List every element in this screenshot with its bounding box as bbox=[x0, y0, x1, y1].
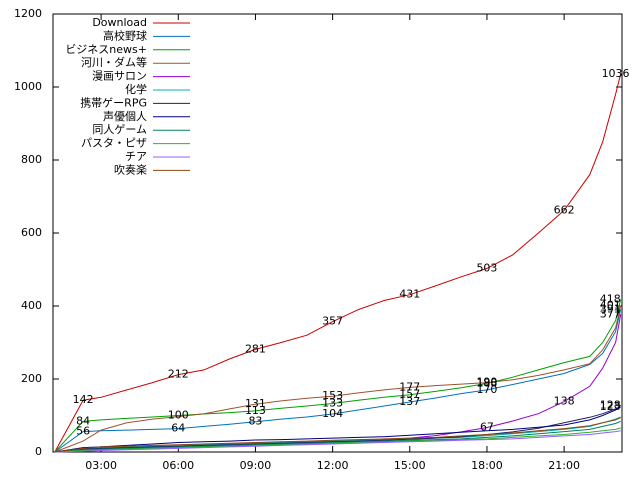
legend-label: Download bbox=[92, 16, 147, 29]
legend-label: 携帯ゲーRPG bbox=[80, 95, 147, 109]
series-line bbox=[54, 404, 622, 453]
series-line bbox=[54, 305, 622, 453]
series-line bbox=[54, 417, 621, 453]
series-line bbox=[54, 73, 622, 453]
annotation: 113 bbox=[245, 404, 266, 417]
annotation: 104 bbox=[322, 407, 343, 420]
legend-label: 声優個人 bbox=[103, 109, 147, 123]
series-line bbox=[54, 420, 621, 453]
series-line bbox=[54, 427, 621, 453]
annotation: 662 bbox=[554, 203, 575, 216]
annotation: 170 bbox=[476, 383, 497, 396]
legend-label: 河川・ダム等 bbox=[81, 55, 147, 69]
annotation: 83 bbox=[248, 415, 262, 428]
series-line bbox=[54, 299, 622, 453]
x-tick-label: 18:00 bbox=[471, 459, 503, 472]
annotation: 503 bbox=[476, 261, 497, 274]
annotation: 67 bbox=[480, 421, 494, 434]
annotation: 56 bbox=[76, 425, 90, 438]
series-line bbox=[54, 430, 621, 453]
annotation: 131 bbox=[245, 397, 266, 410]
x-tick-label: 03:00 bbox=[85, 459, 117, 472]
annotation: 64 bbox=[171, 422, 185, 435]
y-tick-label: 400 bbox=[21, 299, 42, 312]
x-tick-label: 15:00 bbox=[394, 459, 426, 472]
series-line bbox=[54, 309, 622, 453]
annotation: 212 bbox=[168, 368, 189, 381]
annotation: 142 bbox=[73, 393, 94, 406]
legend-label: 吹奏楽 bbox=[114, 163, 147, 176]
annotation: 1036 bbox=[602, 67, 630, 80]
legend-label: 漫画サロン bbox=[92, 69, 147, 83]
y-tick-label: 1200 bbox=[14, 7, 42, 20]
annotation: 377 bbox=[600, 307, 621, 320]
annotation: 418 bbox=[600, 292, 621, 305]
annotation: 123 bbox=[600, 400, 621, 413]
y-tick-label: 800 bbox=[21, 153, 42, 166]
annotation: 133 bbox=[322, 396, 343, 409]
annotation: 137 bbox=[399, 395, 420, 408]
annotation: 357 bbox=[322, 315, 343, 328]
annotation: 281 bbox=[245, 342, 266, 355]
legend-label: チア bbox=[125, 150, 147, 163]
annotation: 177 bbox=[399, 380, 420, 393]
x-tick-label: 12:00 bbox=[317, 459, 349, 472]
legend-label: 化学 bbox=[125, 82, 147, 96]
x-tick-label: 21:00 bbox=[548, 459, 580, 472]
y-tick-label: 600 bbox=[21, 226, 42, 239]
series-line bbox=[54, 416, 621, 453]
legend-label: ビジネスnews+ bbox=[65, 43, 147, 56]
annotation: 100 bbox=[168, 409, 189, 422]
annotation: 431 bbox=[399, 288, 420, 301]
annotation: 157 bbox=[399, 388, 420, 401]
legend-label: パスタ・ピザ bbox=[81, 137, 147, 150]
annotation: 138 bbox=[554, 395, 575, 408]
annotation: 401 bbox=[600, 299, 621, 312]
legend-label: 高校野球 bbox=[103, 28, 147, 42]
x-tick-label: 06:00 bbox=[162, 459, 194, 472]
series-line bbox=[54, 406, 621, 453]
annotation: 153 bbox=[322, 389, 343, 402]
annotation: 188 bbox=[476, 376, 497, 389]
annotation: 190 bbox=[476, 376, 497, 389]
x-tick-label: 09:00 bbox=[240, 459, 272, 472]
y-tick-label: 1000 bbox=[14, 80, 42, 93]
annotation: 84 bbox=[76, 414, 90, 427]
y-tick-label: 200 bbox=[21, 372, 42, 385]
legend-label: 同人ゲーム bbox=[92, 123, 147, 136]
annotation: 391 bbox=[600, 302, 621, 315]
annotation: 128 bbox=[600, 398, 621, 411]
y-tick-label: 0 bbox=[35, 445, 42, 458]
